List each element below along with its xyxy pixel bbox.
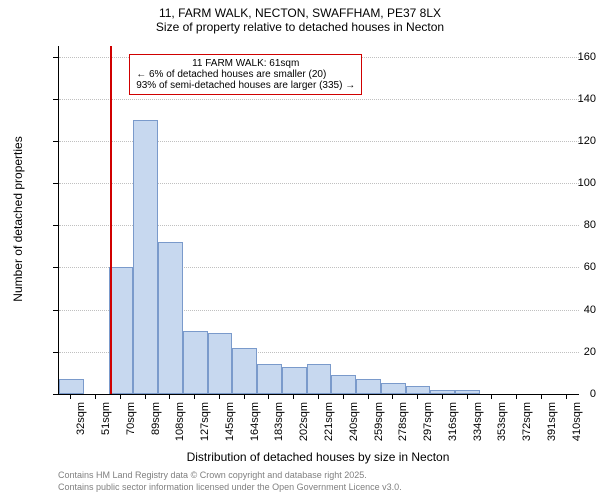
xtick-mark bbox=[343, 394, 344, 399]
xtick-label: 221sqm bbox=[323, 402, 335, 452]
ytick-mark bbox=[53, 310, 58, 311]
xtick-mark bbox=[268, 394, 269, 399]
histogram-bar bbox=[59, 379, 84, 394]
histogram-bar bbox=[133, 120, 158, 394]
xtick-mark bbox=[541, 394, 542, 399]
xtick-mark bbox=[467, 394, 468, 399]
y-axis-title: Number of detached properties bbox=[11, 119, 25, 319]
ytick-label: 120 bbox=[546, 135, 596, 147]
xtick-label: 32sqm bbox=[75, 402, 87, 452]
xtick-label: 372sqm bbox=[521, 402, 533, 452]
histogram-bar bbox=[406, 386, 431, 394]
xtick-label: 183sqm bbox=[273, 402, 285, 452]
plot-area: 11 FARM WALK: 61sqm← 6% of detached hous… bbox=[58, 46, 579, 395]
histogram-bar bbox=[183, 331, 208, 394]
xtick-label: 89sqm bbox=[150, 402, 162, 452]
footer-line1: Contains HM Land Registry data © Crown c… bbox=[58, 470, 367, 480]
xtick-label: 278sqm bbox=[397, 402, 409, 452]
histogram-bar bbox=[455, 390, 480, 394]
ytick-label: 80 bbox=[546, 219, 596, 231]
xtick-mark bbox=[516, 394, 517, 399]
xtick-label: 316sqm bbox=[447, 402, 459, 452]
xtick-mark bbox=[70, 394, 71, 399]
xtick-label: 164sqm bbox=[249, 402, 261, 452]
ytick-mark bbox=[53, 267, 58, 268]
xtick-label: 353sqm bbox=[496, 402, 508, 452]
histogram-bar bbox=[381, 383, 406, 394]
xtick-label: 259sqm bbox=[373, 402, 385, 452]
xtick-mark bbox=[442, 394, 443, 399]
xtick-mark bbox=[244, 394, 245, 399]
ytick-label: 20 bbox=[546, 346, 596, 358]
ytick-mark bbox=[53, 225, 58, 226]
ytick-mark bbox=[53, 99, 58, 100]
xtick-label: 51sqm bbox=[100, 402, 112, 452]
histogram-bar bbox=[257, 364, 282, 394]
xtick-label: 391sqm bbox=[546, 402, 558, 452]
histogram-bar bbox=[282, 367, 307, 394]
histogram-bar bbox=[109, 267, 134, 394]
ytick-label: 140 bbox=[546, 93, 596, 105]
ytick-label: 40 bbox=[546, 304, 596, 316]
annotation-line: 11 FARM WALK: 61sqm bbox=[136, 58, 355, 69]
histogram-bar bbox=[307, 364, 332, 394]
ytick-label: 60 bbox=[546, 261, 596, 273]
xtick-mark bbox=[194, 394, 195, 399]
xtick-mark bbox=[169, 394, 170, 399]
grid-line bbox=[59, 99, 579, 100]
footer-line2: Contains public sector information licen… bbox=[58, 482, 402, 492]
ytick-mark bbox=[53, 352, 58, 353]
ytick-label: 0 bbox=[546, 388, 596, 400]
ytick-mark bbox=[53, 183, 58, 184]
x-axis-title: Distribution of detached houses by size … bbox=[58, 450, 578, 464]
xtick-label: 334sqm bbox=[472, 402, 484, 452]
xtick-mark bbox=[566, 394, 567, 399]
histogram-bar bbox=[356, 379, 381, 394]
xtick-mark bbox=[392, 394, 393, 399]
xtick-label: 127sqm bbox=[199, 402, 211, 452]
xtick-label: 145sqm bbox=[224, 402, 236, 452]
annotation-box: 11 FARM WALK: 61sqm← 6% of detached hous… bbox=[129, 54, 362, 95]
ytick-mark bbox=[53, 141, 58, 142]
histogram-bar bbox=[208, 333, 233, 394]
histogram-bar bbox=[232, 348, 257, 394]
annotation-line: ← 6% of detached houses are smaller (20) bbox=[136, 69, 355, 80]
xtick-mark bbox=[120, 394, 121, 399]
histogram-bar bbox=[430, 390, 455, 394]
xtick-label: 108sqm bbox=[174, 402, 186, 452]
xtick-mark bbox=[219, 394, 220, 399]
xtick-label: 70sqm bbox=[125, 402, 137, 452]
xtick-mark bbox=[491, 394, 492, 399]
histogram-bar bbox=[158, 242, 183, 394]
ytick-label: 100 bbox=[546, 177, 596, 189]
ytick-label: 160 bbox=[546, 51, 596, 63]
xtick-mark bbox=[293, 394, 294, 399]
xtick-mark bbox=[145, 394, 146, 399]
xtick-label: 202sqm bbox=[298, 402, 310, 452]
xtick-mark bbox=[417, 394, 418, 399]
xtick-label: 297sqm bbox=[422, 402, 434, 452]
xtick-mark bbox=[318, 394, 319, 399]
annotation-line: 93% of semi-detached houses are larger (… bbox=[136, 80, 355, 91]
histogram-bar bbox=[331, 375, 356, 394]
histogram-chart: 11, FARM WALK, NECTON, SWAFFHAM, PE37 8L… bbox=[0, 0, 600, 500]
xtick-mark bbox=[95, 394, 96, 399]
xtick-label: 240sqm bbox=[348, 402, 360, 452]
ytick-mark bbox=[53, 57, 58, 58]
ytick-mark bbox=[53, 394, 58, 395]
chart-title-line1: 11, FARM WALK, NECTON, SWAFFHAM, PE37 8L… bbox=[0, 0, 600, 20]
reference-vline bbox=[110, 46, 112, 394]
xtick-label: 410sqm bbox=[571, 402, 583, 452]
xtick-mark bbox=[368, 394, 369, 399]
chart-title-line2: Size of property relative to detached ho… bbox=[0, 20, 600, 34]
